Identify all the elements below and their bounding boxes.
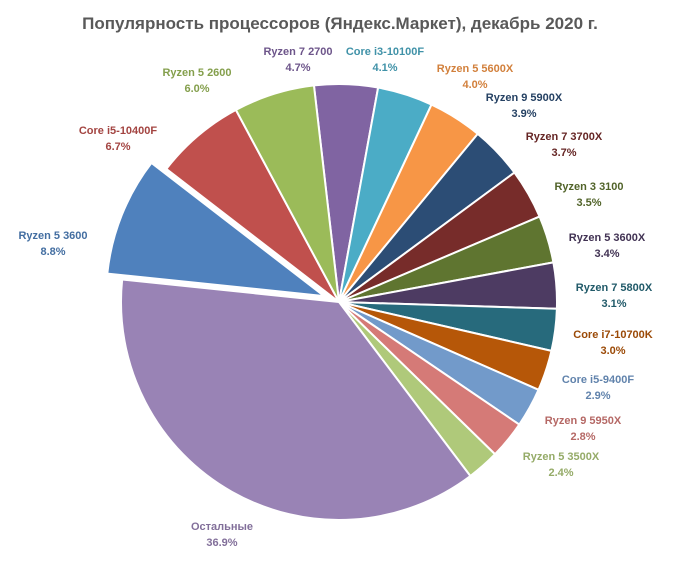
slice-value-ryzen-7-5800x: 3.1% — [601, 298, 626, 310]
chart-title: Популярность процессоров (Яндекс.Маркет)… — [82, 14, 598, 33]
slice-label-core-i5-10400f: Core i5-10400F — [79, 125, 158, 137]
pie-slice-ryzen-5-3600 — [106, 161, 326, 298]
slice-value-ryzen-5-3500x: 2.4% — [548, 467, 573, 479]
slice-label-ryzen-5-3600: Ryzen 5 3600 — [18, 230, 87, 242]
slice-label-ryzen-3-3100: Ryzen 3 3100 — [554, 181, 623, 193]
slice-label-core-i3-10100f: Core i3-10100F — [346, 46, 425, 58]
slice-value-ryzen-9-5950x: 2.8% — [570, 431, 595, 443]
pie-slices — [106, 83, 558, 521]
pie-slice-ryzen-5-2600 — [234, 84, 340, 303]
slice-label-ryzen-5-5600x: Ryzen 5 5600X — [437, 63, 514, 75]
slice-label-core-i5-9400f: Core i5-9400F — [562, 374, 634, 386]
slice-value-ryzen-5-3600: 8.8% — [40, 246, 65, 258]
slice-value-ryzen-7-3700x: 3.7% — [551, 147, 576, 159]
slice-label-ryzen-5-3500x: Ryzen 5 3500X — [523, 451, 600, 463]
slice-label-ryzen-5-3600x: Ryzen 5 3600X — [569, 232, 646, 244]
pie-slice-остальные — [120, 278, 472, 521]
slice-label-ryzen-7-5800x: Ryzen 7 5800X — [576, 282, 653, 294]
slice-value-ryzen-7-2700: 4.7% — [285, 62, 310, 74]
slice-value-core-i5-9400f: 2.9% — [585, 390, 610, 402]
slice-value-core-i5-10400f: 6.7% — [105, 141, 130, 153]
slice-value-ryzen-5-2600: 6.0% — [184, 83, 209, 95]
slice-label-ryzen-9-5900x: Ryzen 9 5900X — [486, 92, 563, 104]
pie-labels: Ryzen 7 2700 4.7% Core i3-10100F 4.1% Ryzen … — [18, 46, 652, 549]
slice-value-core-i3-10100f: 4.1% — [372, 62, 397, 74]
slice-label-ryzen-5-2600: Ryzen 5 2600 — [162, 67, 231, 79]
slice-value-ryzen-3-3100: 3.5% — [576, 197, 601, 209]
slice-label-core-i7-10700k: Core i7-10700K — [573, 329, 653, 341]
slice-label-остальные: Остальные — [191, 521, 253, 533]
slice-label-ryzen-7-2700: Ryzen 7 2700 — [263, 46, 332, 58]
slice-value-core-i7-10700k: 3.0% — [600, 345, 625, 357]
slice-value-ryzen-9-5900x: 3.9% — [511, 108, 536, 120]
slice-value-ryzen-5-5600x: 4.0% — [462, 79, 487, 91]
slice-value-ryzen-5-3600x: 3.4% — [594, 248, 619, 260]
slice-label-ryzen-9-5950x: Ryzen 9 5950X — [545, 415, 622, 427]
slice-value-остальные: 36.9% — [206, 537, 237, 549]
slice-label-ryzen-7-3700x: Ryzen 7 3700X — [526, 131, 603, 143]
